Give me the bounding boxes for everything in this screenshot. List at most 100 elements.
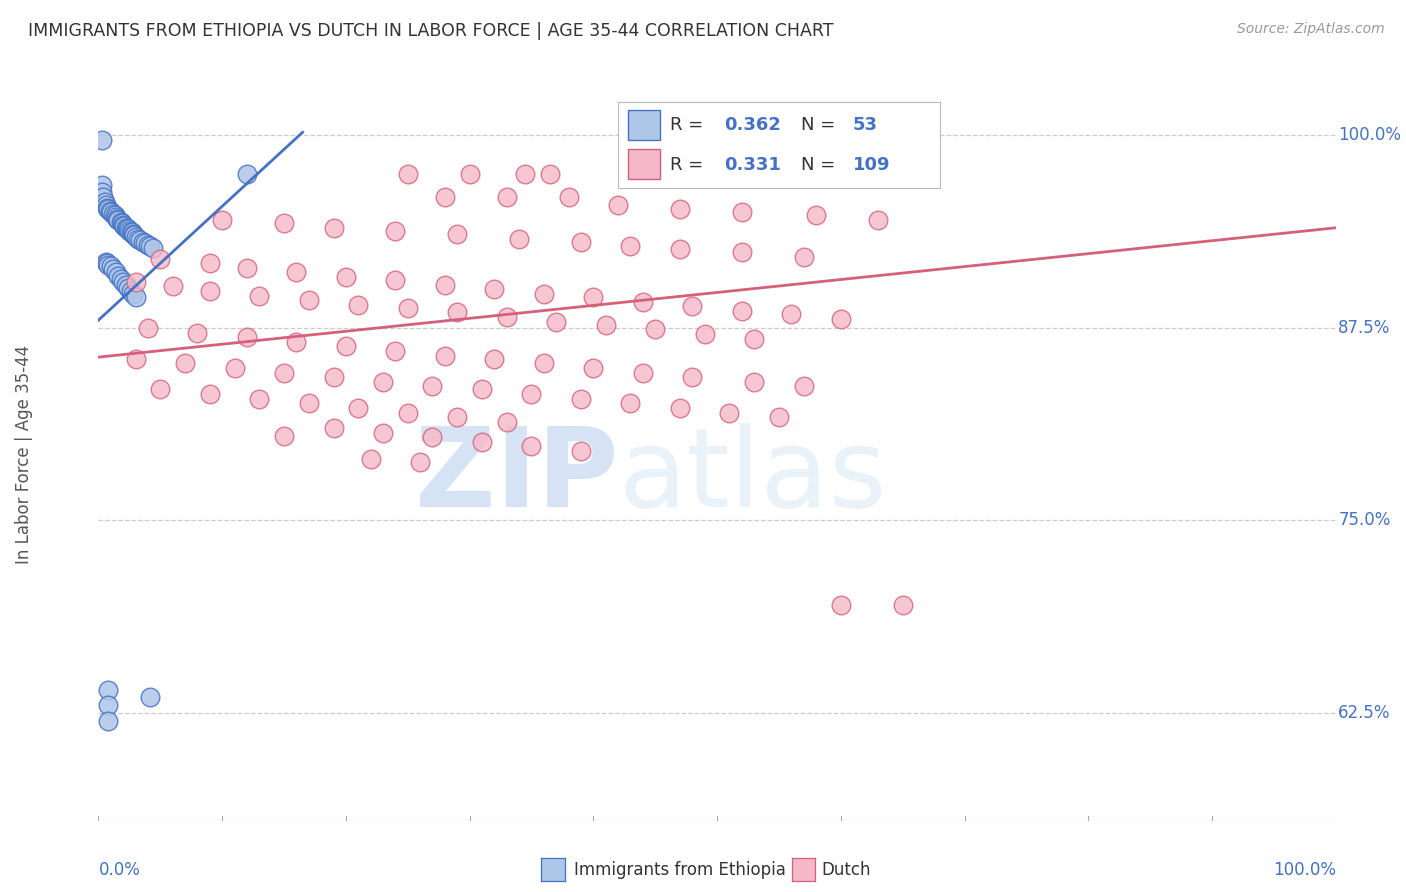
Point [446, 410, 468, 425]
Point [335, 339, 357, 353]
Point [97, 202, 120, 217]
Point [121, 226, 143, 240]
Point [569, 392, 592, 406]
Point [891, 598, 914, 612]
Point [520, 387, 543, 401]
Text: In Labor Force | Age 35-44: In Labor Force | Age 35-44 [15, 345, 34, 565]
Point [104, 265, 127, 279]
Point [681, 299, 703, 313]
Point [298, 293, 321, 308]
Point [149, 252, 172, 266]
Point [139, 239, 162, 253]
Point [768, 410, 790, 425]
Point [830, 598, 852, 612]
Point [396, 301, 419, 315]
Point [98, 203, 121, 218]
Point [186, 326, 208, 340]
Point [111, 216, 134, 230]
Point [247, 288, 270, 302]
Point [162, 279, 184, 293]
Point [433, 349, 456, 363]
Point [471, 434, 494, 449]
Point [446, 305, 468, 319]
Point [103, 207, 125, 221]
Point [120, 226, 142, 240]
Point [285, 265, 308, 279]
Point [458, 167, 481, 181]
Point [114, 220, 136, 235]
Point [347, 298, 370, 312]
Point [94, 197, 117, 211]
Point [117, 222, 139, 236]
Point [569, 444, 592, 458]
Point [236, 330, 259, 344]
Point [471, 383, 494, 397]
Point [136, 321, 159, 335]
Text: 100.0%: 100.0% [1272, 861, 1336, 879]
Point [124, 228, 146, 243]
Point [236, 167, 259, 181]
Point [139, 690, 162, 705]
Point [97, 698, 120, 713]
Text: ZIP: ZIP [415, 424, 619, 531]
Point [619, 239, 641, 253]
Text: 62.5%: 62.5% [1339, 704, 1391, 722]
Point [91, 186, 114, 200]
Point [631, 294, 654, 309]
Point [681, 370, 703, 384]
Point [384, 273, 406, 287]
Point [322, 370, 344, 384]
Text: 100.0%: 100.0% [1339, 127, 1402, 145]
Point [97, 258, 120, 272]
Point [198, 256, 221, 270]
Point [607, 197, 630, 211]
Point [224, 360, 246, 375]
Point [198, 387, 221, 401]
Point [198, 284, 221, 298]
Point [780, 307, 803, 321]
Point [122, 287, 145, 301]
Point [533, 356, 555, 370]
Point [582, 290, 605, 304]
Point [495, 310, 517, 324]
Point [149, 383, 172, 397]
Point [793, 250, 815, 264]
Point [742, 332, 765, 346]
Point [134, 236, 156, 251]
Text: 87.5%: 87.5% [1339, 318, 1391, 337]
Point [520, 440, 543, 454]
Point [104, 210, 127, 224]
Point [100, 205, 122, 219]
Point [97, 714, 120, 728]
Point [129, 233, 152, 247]
Point [322, 220, 344, 235]
Point [866, 213, 889, 227]
Point [94, 254, 117, 268]
Point [124, 351, 146, 366]
Point [285, 334, 308, 349]
Point [384, 224, 406, 238]
Text: 75.0%: 75.0% [1339, 511, 1391, 529]
Point [742, 375, 765, 389]
Point [93, 194, 115, 209]
Point [112, 218, 135, 232]
Point [124, 275, 146, 289]
Point [142, 241, 165, 255]
Point [508, 231, 530, 245]
Point [731, 245, 754, 260]
Point [371, 375, 394, 389]
Point [103, 209, 125, 223]
Point [446, 227, 468, 241]
Point [97, 682, 120, 697]
Point [409, 455, 432, 469]
Point [107, 213, 129, 227]
Point [433, 277, 456, 292]
Point [693, 326, 716, 341]
Point [120, 284, 142, 298]
Point [484, 351, 506, 366]
Point [91, 178, 114, 192]
Point [118, 224, 141, 238]
Point [619, 396, 641, 410]
Point [298, 396, 321, 410]
Point [538, 167, 561, 181]
